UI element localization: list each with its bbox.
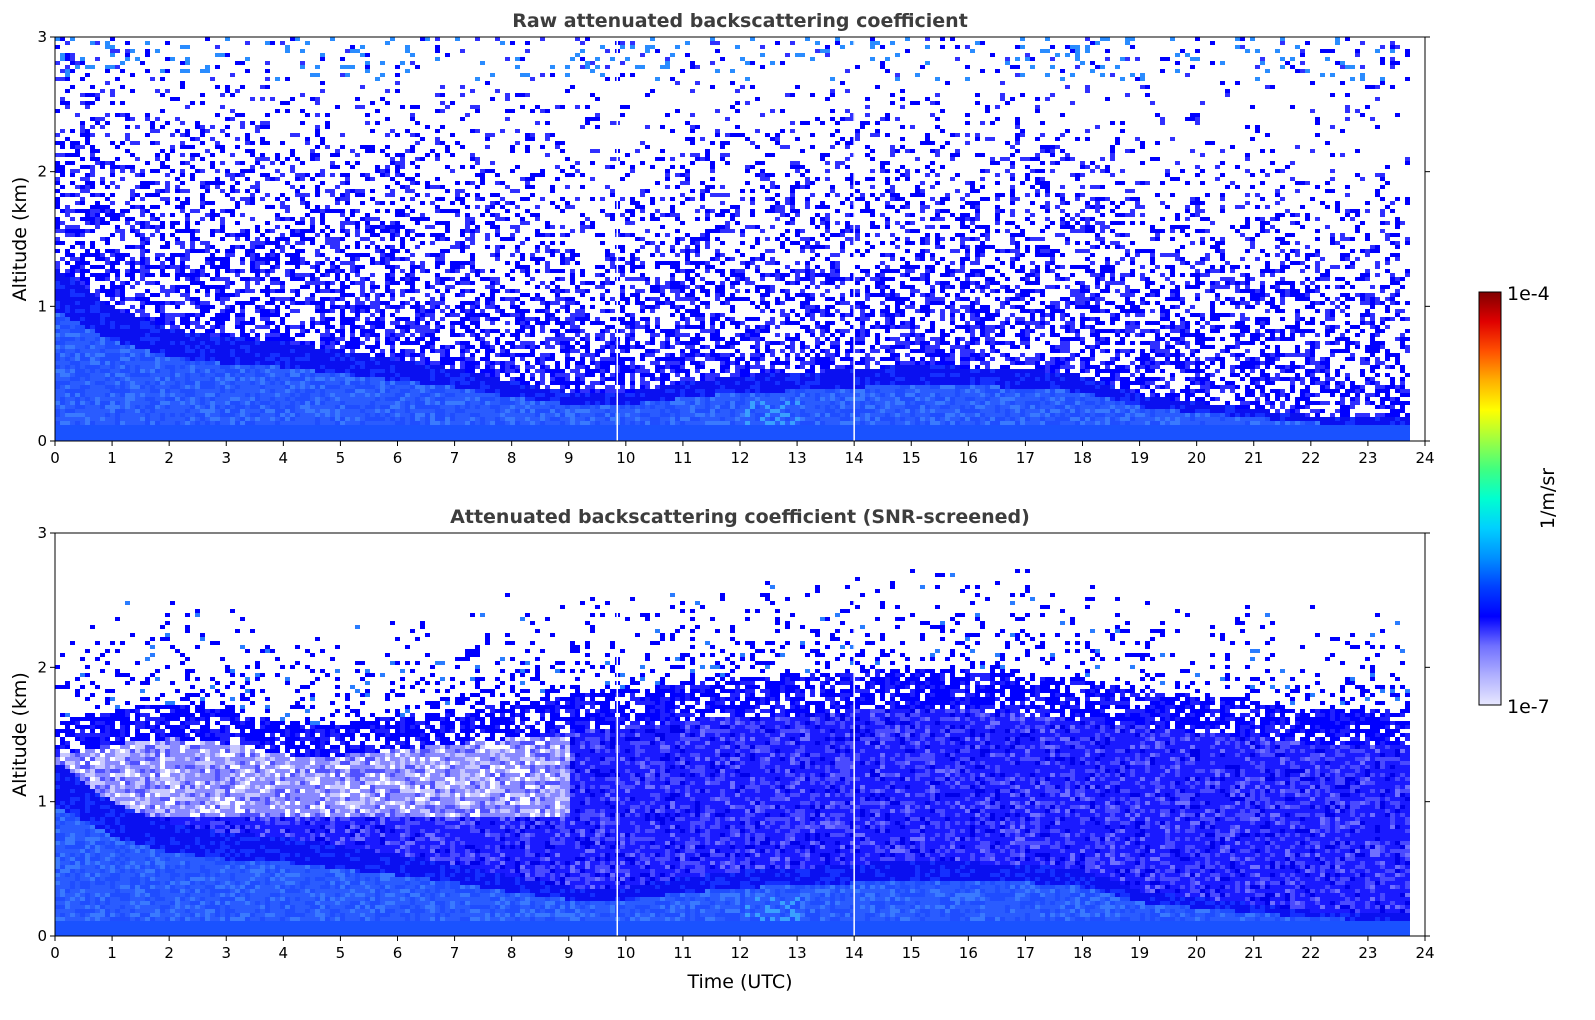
x-tick-label: 18 <box>1073 944 1092 962</box>
y-tick-label: 3 <box>37 524 47 542</box>
x-tick-label: 12 <box>730 449 749 467</box>
x-tick-label: 12 <box>730 944 749 962</box>
x-tick-label: 1 <box>107 449 117 467</box>
x-tick-label: 0 <box>50 449 60 467</box>
x-tick-label: 11 <box>673 449 692 467</box>
chart-title: Attenuated backscattering coefficient (S… <box>450 506 1030 528</box>
y-tick-label: 1 <box>37 297 47 315</box>
x-tick-label: 13 <box>788 449 807 467</box>
x-tick-label: 7 <box>450 944 460 962</box>
y-tick-label: 3 <box>37 28 47 46</box>
x-tick-label: 16 <box>959 449 978 467</box>
chart-title: Raw attenuated backscattering coefficien… <box>512 10 968 32</box>
x-tick-label: 13 <box>788 944 807 962</box>
x-tick-label: 17 <box>1016 449 1035 467</box>
y-tick-label: 2 <box>37 163 47 181</box>
x-tick-label: 6 <box>393 449 403 467</box>
x-tick-label: 7 <box>450 449 460 467</box>
x-tick-label: 8 <box>507 944 517 962</box>
x-tick-label: 19 <box>1130 944 1149 962</box>
x-tick-label: 21 <box>1244 449 1263 467</box>
colorbar-max-label: 1e-4 <box>1507 283 1550 305</box>
x-tick-label: 16 <box>959 944 978 962</box>
x-tick-label: 11 <box>673 944 692 962</box>
y-tick-label: 2 <box>37 658 47 676</box>
x-tick-label: 6 <box>393 944 403 962</box>
x-tick-label: 19 <box>1130 449 1149 467</box>
x-tick-label: 22 <box>1301 449 1320 467</box>
colorbar-gradient <box>1478 291 1502 706</box>
x-tick-label: 15 <box>902 944 921 962</box>
x-tick-label: 24 <box>1415 449 1434 467</box>
y-tick-label: 0 <box>37 432 47 450</box>
x-tick-label: 17 <box>1016 944 1035 962</box>
x-tick-label: 20 <box>1187 944 1206 962</box>
colorbar-min-label: 1e-7 <box>1507 696 1550 718</box>
x-tick-label: 23 <box>1358 449 1377 467</box>
heatmap-cells <box>55 37 1425 441</box>
x-tick-label: 5 <box>336 944 346 962</box>
x-tick-label: 23 <box>1358 944 1377 962</box>
x-tick-label: 4 <box>279 449 289 467</box>
x-tick-label: 1 <box>107 944 117 962</box>
x-tick-label: 22 <box>1301 944 1320 962</box>
x-tick-label: 9 <box>564 449 574 467</box>
x-tick-label: 8 <box>507 449 517 467</box>
x-tick-label: 5 <box>336 449 346 467</box>
x-tick-label: 4 <box>279 944 289 962</box>
x-axis-label: Time (UTC) <box>686 971 792 993</box>
y-tick-label: 1 <box>37 793 47 811</box>
y-tick-label: 0 <box>37 927 47 945</box>
x-tick-label: 10 <box>616 944 635 962</box>
x-tick-label: 10 <box>616 449 635 467</box>
x-tick-label: 2 <box>164 944 174 962</box>
x-tick-label: 18 <box>1073 449 1092 467</box>
x-tick-label: 21 <box>1244 944 1263 962</box>
x-tick-label: 15 <box>902 449 921 467</box>
panel-1: Raw attenuated backscattering coefficien… <box>9 10 1435 467</box>
y-axis-label: Altitude (km) <box>9 672 31 797</box>
x-tick-label: 2 <box>164 449 174 467</box>
colorbar-unit-label: 1/m/sr <box>1537 468 1559 529</box>
y-axis-label: Altitude (km) <box>9 177 31 302</box>
x-tick-label: 24 <box>1415 944 1434 962</box>
x-tick-label: 3 <box>221 944 231 962</box>
x-tick-label: 0 <box>50 944 60 962</box>
x-tick-label: 9 <box>564 944 574 962</box>
x-tick-label: 20 <box>1187 449 1206 467</box>
x-tick-label: 3 <box>221 449 231 467</box>
panel-2: Attenuated backscattering coefficient (S… <box>9 506 1435 993</box>
x-tick-label: 14 <box>845 449 864 467</box>
x-tick-label: 14 <box>845 944 864 962</box>
heatmap-cells <box>55 533 1425 936</box>
colorbar: 1e-4 1e-7 1/m/sr <box>1478 283 1559 718</box>
